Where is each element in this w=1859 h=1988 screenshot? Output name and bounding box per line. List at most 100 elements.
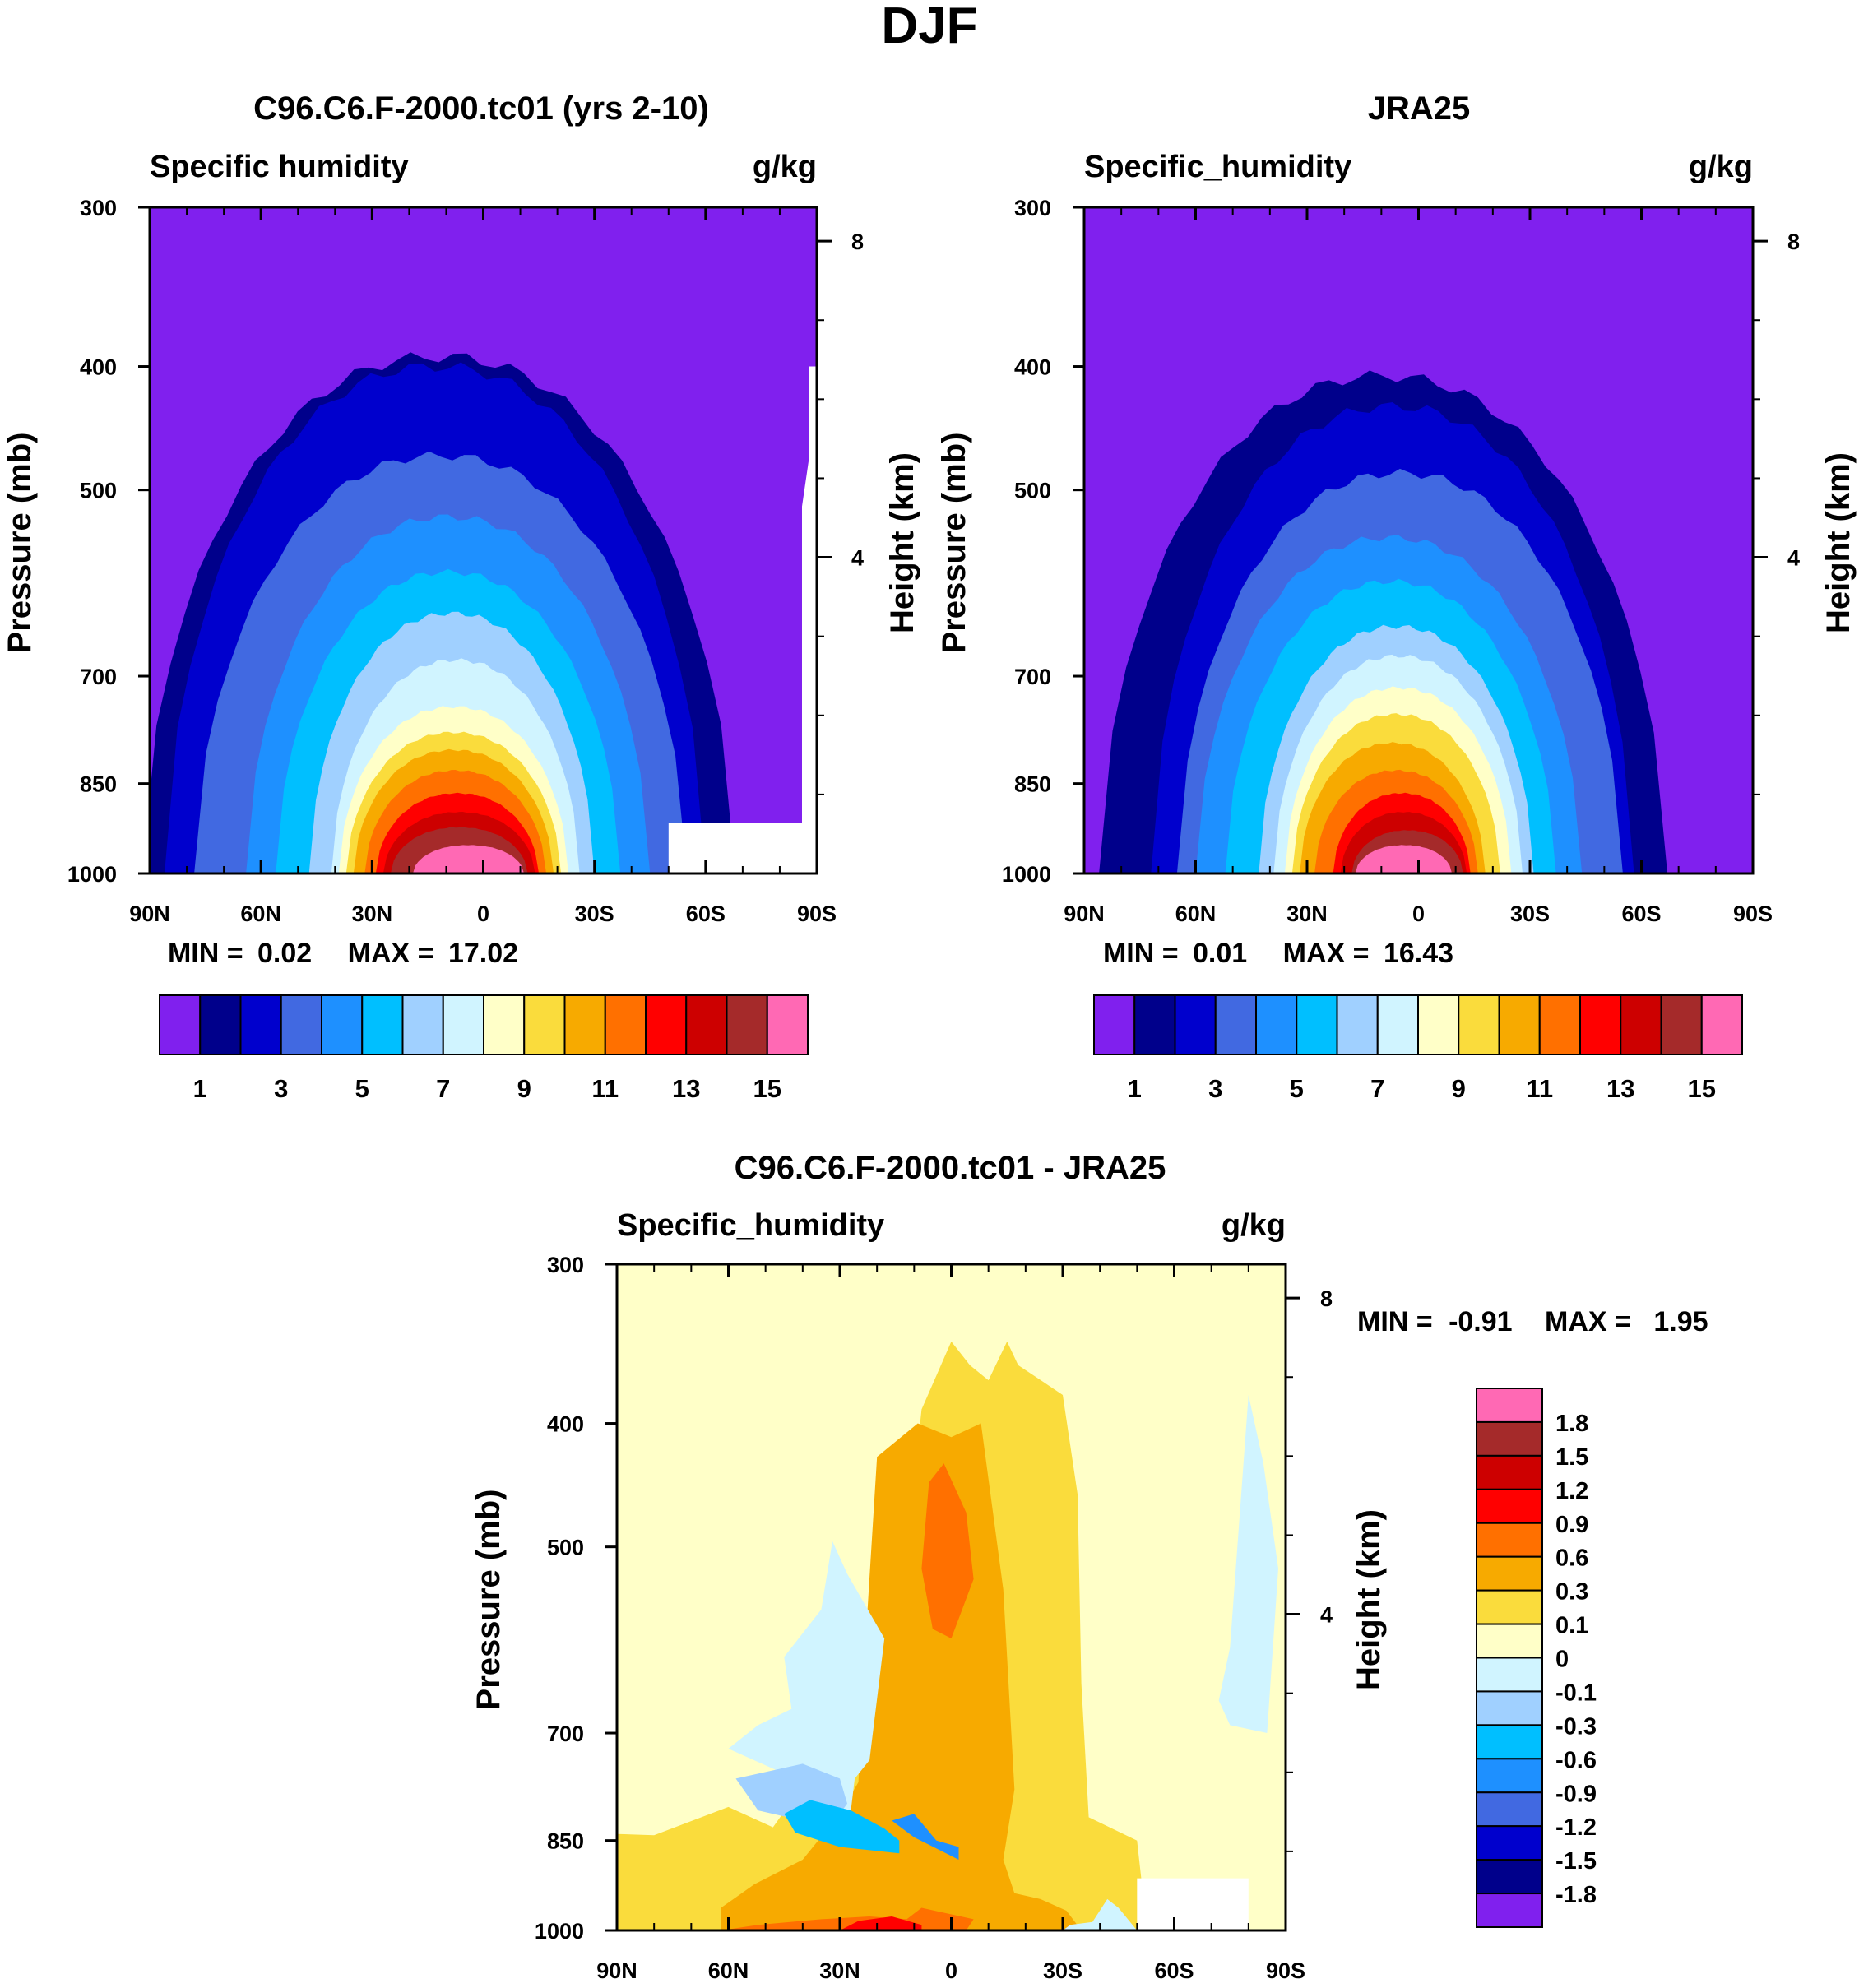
model-xtick-label: 60S (686, 901, 726, 926)
model-xtick-label: 0 (477, 901, 489, 926)
diff-y2tick-label: 8 (1320, 1286, 1333, 1311)
panel-model-y2label: Height (km) (884, 452, 920, 633)
obs-fills (1084, 207, 1753, 874)
diff-ytick-label: 1000 (535, 1919, 584, 1944)
obs-colorbar-box (1214, 994, 1257, 1055)
diff-colorbar-box (1476, 1791, 1543, 1828)
panel-obs: JRA25 Specific_humidity g/kg 90N 60N 30N 0 3… (936, 90, 1857, 1103)
obs-colorbar-box (1458, 994, 1500, 1055)
model-colorbar-box (401, 994, 444, 1055)
diff-colorbar-box (1476, 1555, 1543, 1592)
panel-model-min-label: MIN = (168, 938, 251, 969)
panel-diff-min-label: MIN = (1357, 1306, 1440, 1337)
panel-diff-min-value: -0.91 (1449, 1306, 1513, 1337)
panel-obs-y2label: Height (km) (1820, 452, 1857, 633)
panel-model-left-string: Specific humidity (150, 150, 409, 184)
diff-colorbar-label: -1.5 (1555, 1848, 1597, 1874)
panel-model-max-label: MAX = (348, 938, 442, 969)
model-colorbar-box (361, 994, 404, 1055)
obs-colorbar-box (1579, 994, 1622, 1055)
obs-colorbar-box (1620, 994, 1662, 1055)
diff-colorbar-label: -0.6 (1555, 1747, 1597, 1773)
obs-ytick-label: 500 (1014, 479, 1051, 503)
diff-colorbar-label: 1.2 (1555, 1478, 1588, 1504)
panel-model-plot: 90N 60N 30N 0 30S 60S 90S 300 400 500 700 850 1000 8 4 (67, 196, 864, 926)
obs-colorbar-label: 13 (1606, 1074, 1634, 1103)
diff-colorbar-box (1476, 1589, 1543, 1625)
model-colorbar-box (321, 994, 364, 1055)
panel-diff-left-string: Specific_humidity (617, 1208, 884, 1243)
model-missing-data (668, 366, 817, 874)
model-colorbar-box (239, 994, 282, 1055)
panel-diff-title: C96.C6.F-2000.tc01 - JRA25 (735, 1150, 1166, 1186)
diff-colorbar-label: 0.9 (1555, 1512, 1588, 1538)
obs-xtick-label: 30S (1510, 901, 1550, 926)
diff-colorbar-label: 0.3 (1555, 1579, 1588, 1606)
diff-colorbar-box (1476, 1724, 1543, 1760)
obs-colorbar-label: 3 (1208, 1074, 1222, 1103)
model-xtick-label: 90S (797, 901, 837, 926)
panel-diff-colorbar: 1.8 1.5 1.2 0.9 0.6 0.3 0.1 0 -0.1 -0.3 -0.6 -0.9 -1… (1476, 1388, 1597, 1928)
panel-diff-max-label: MAX = (1545, 1306, 1639, 1337)
diff-fill-class-5 (721, 1423, 1082, 1930)
diff-fill-class-11 (892, 1814, 959, 1860)
diff-colorbar-label: 0.6 (1555, 1545, 1588, 1572)
model-ytick-label: 500 (80, 479, 117, 503)
obs-colorbar-box (1700, 994, 1743, 1055)
obs-xtick-label: 60N (1175, 901, 1217, 926)
model-colorbar-label: 9 (517, 1074, 531, 1103)
obs-colorbar-box (1498, 994, 1541, 1055)
panel-obs-plot: 90N 60N 30N 0 30S 60S 90S 300 400 500 700 850 1000 8 4 (1002, 196, 1800, 926)
panel-model-title: C96.C6.F-2000.tc01 (yrs 2-10) (253, 90, 709, 127)
model-colorbar-box (483, 994, 526, 1055)
panel-model-ylabel: Pressure (mb) (2, 433, 38, 654)
panel-obs-min-value: 0.01 (1193, 938, 1247, 969)
diff-ytick-label: 400 (547, 1412, 584, 1437)
diff-colorbar-box (1476, 1859, 1543, 1895)
panel-diff: C96.C6.F-2000.tc01 - JRA25 Specific_humi… (471, 1150, 1708, 1983)
obs-colorbar-label: 9 (1452, 1074, 1466, 1103)
model-y2tick-label: 4 (851, 546, 864, 571)
panel-diff-y2label: Height (km) (1351, 1509, 1387, 1690)
obs-colorbar-box (1174, 994, 1217, 1055)
obs-colorbar-box (1336, 994, 1379, 1055)
obs-colorbar-box (1255, 994, 1298, 1055)
diff-colorbar-label: -0.3 (1555, 1713, 1597, 1740)
obs-colorbar-box (1660, 994, 1703, 1055)
obs-xtick-label: 60S (1621, 901, 1661, 926)
model-ytick-label: 300 (80, 196, 117, 220)
diff-colorbar-label: 0 (1555, 1647, 1569, 1673)
diff-fill-class-10 (784, 1800, 900, 1854)
model-colorbar-label: 3 (274, 1074, 288, 1103)
obs-ytick-label: 400 (1014, 355, 1051, 380)
panel-model: C96.C6.F-2000.tc01 (yrs 2-10) Specific h… (2, 90, 920, 1103)
diff-fill-class-8 (1218, 1395, 1278, 1733)
diff-colorbar-box (1476, 1657, 1543, 1693)
diff-colorbar-label: 1.8 (1555, 1411, 1588, 1437)
obs-colorbar-label: 7 (1370, 1074, 1384, 1103)
panel-obs-left-string: Specific_humidity (1084, 150, 1351, 184)
panel-model-min-value: 0.02 (257, 938, 312, 969)
diff-y2tick-label: 4 (1320, 1603, 1333, 1628)
model-colorbar-label: 1 (193, 1074, 207, 1103)
model-colorbar-box (159, 994, 202, 1055)
panel-diff-ylabel: Pressure (mb) (471, 1490, 507, 1711)
panel-diff-max-value: 1.95 (1653, 1306, 1708, 1337)
panel-obs-minmax: MIN = 0.01 MAX = 16.43 (1103, 938, 1453, 969)
diff-fill-class-8 (1063, 1898, 1138, 1930)
panel-model-max-value: 17.02 (448, 938, 518, 969)
obs-colorbar-label: 11 (1526, 1074, 1553, 1103)
model-fill-level-15 (412, 845, 525, 874)
obs-colorbar-label: 1 (1128, 1074, 1142, 1103)
diff-fill-class-4 (921, 1463, 974, 1638)
diff-colorbar-label: -1.8 (1555, 1882, 1597, 1908)
diff-colorbar-box (1476, 1454, 1543, 1490)
diff-ytick-label: 850 (547, 1829, 584, 1854)
model-ytick-label: 700 (80, 665, 117, 689)
obs-y2tick-label: 4 (1787, 546, 1800, 571)
diff-colorbar-label: 1.5 (1555, 1444, 1588, 1471)
obs-xtick-label: 90S (1733, 901, 1773, 926)
obs-colorbar-box (1296, 994, 1338, 1055)
diff-colorbar-box (1476, 1522, 1543, 1558)
